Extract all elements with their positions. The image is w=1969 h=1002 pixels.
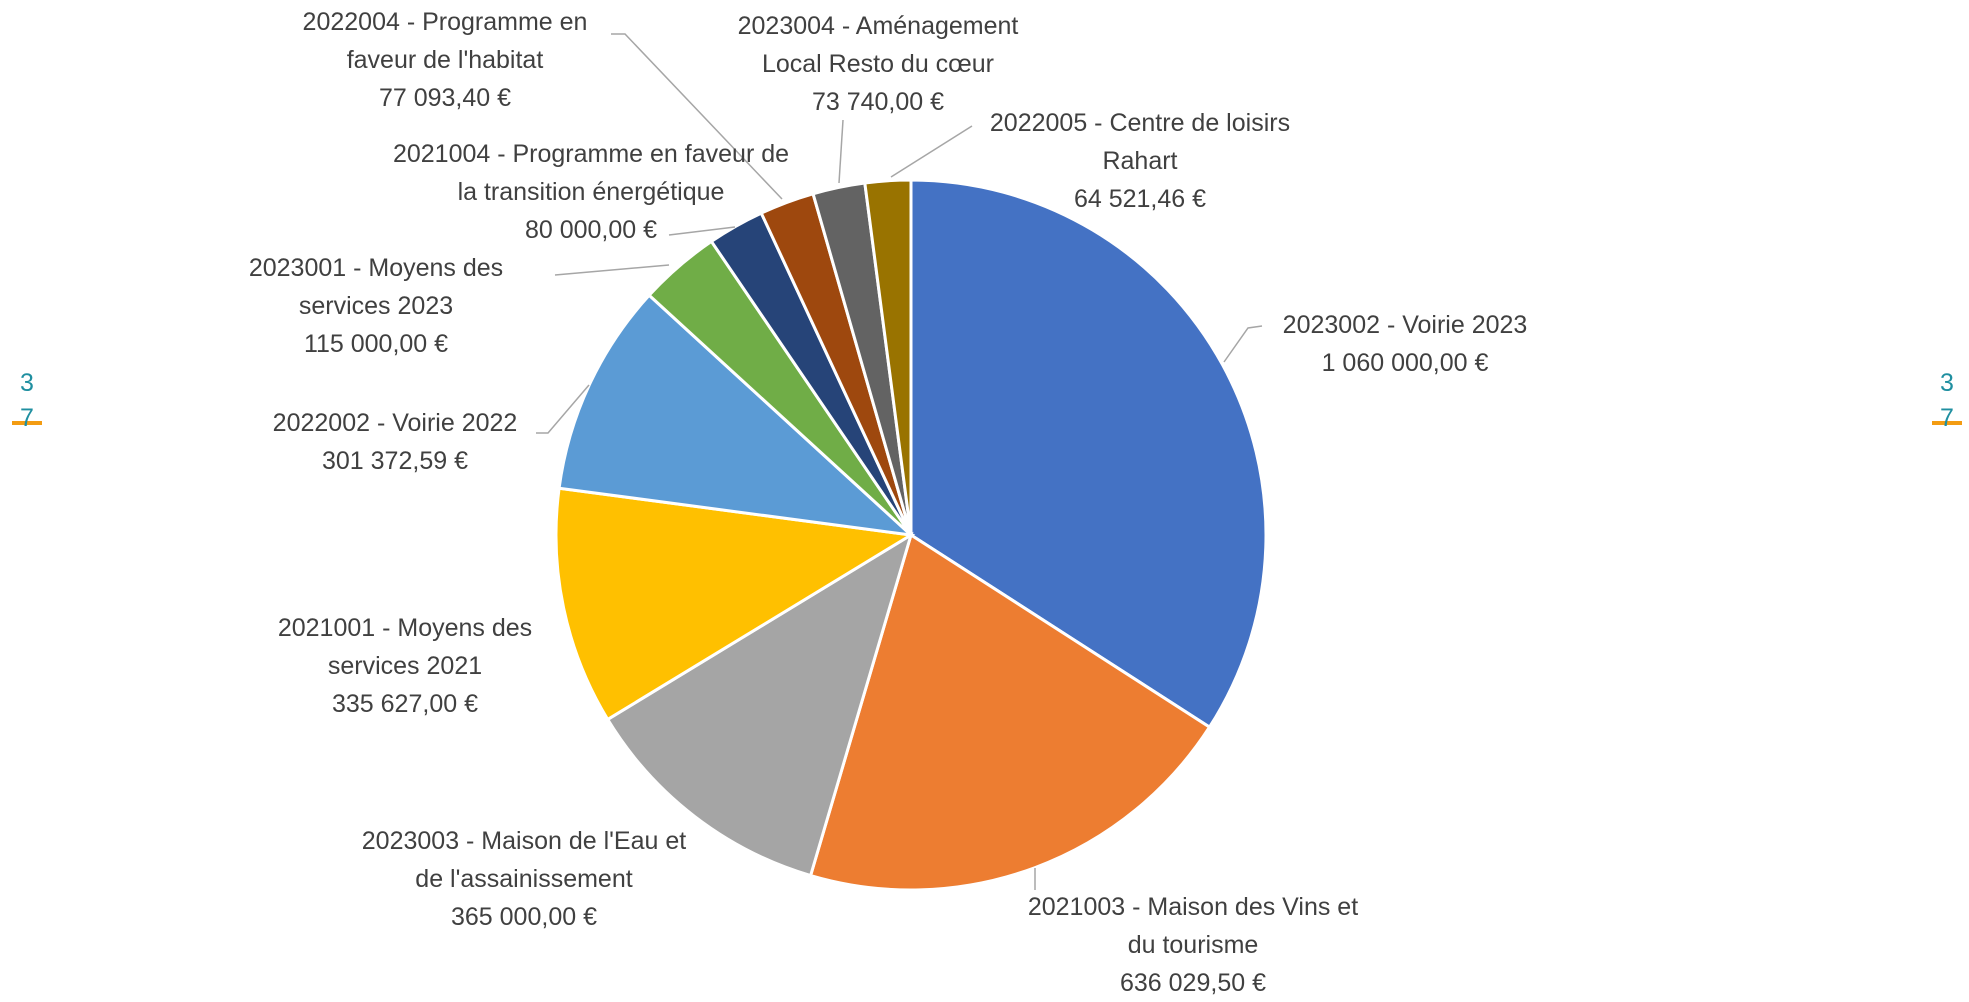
data-label: 2022004 - Programme en faveur de l'habit… [275, 3, 615, 117]
leader-line [554, 264, 670, 276]
pie-slice [808, 532, 1212, 892]
page-marker-bottom: 7 [1940, 404, 1954, 432]
category-label: 2023002 - Voirie 2023 [1282, 311, 1528, 339]
leader-line [611, 33, 783, 200]
category-label: 2021004 - Programme en faveur de la tran… [392, 140, 790, 206]
leader-line [890, 125, 973, 178]
page-marker-dash [1932, 421, 1962, 425]
category-label: 2021001 - Moyens des services 2021 [277, 614, 533, 680]
category-label: 2022002 - Voirie 2022 [272, 409, 518, 437]
category-label: 2022005 - Centre de loisirs Rahart [989, 109, 1291, 175]
page-marker-dash [12, 421, 42, 425]
value-label: 636 029,50 € [1120, 969, 1266, 997]
data-label: 2023003 - Maison de l'Eau et de l'assain… [354, 822, 694, 936]
value-label: 335 627,00 € [332, 690, 478, 718]
data-label: 2022002 - Voirie 2022 301 372,59 € [235, 404, 555, 480]
value-label: 1 060 000,00 € [1321, 349, 1489, 377]
pie-slice [863, 178, 913, 536]
value-label: 115 000,00 € [303, 330, 449, 358]
value-label: 301 372,59 € [322, 447, 468, 475]
category-label: 2022004 - Programme en faveur de l'habit… [302, 8, 588, 74]
value-label: 73 740,00 € [811, 88, 945, 116]
category-label: 2023001 - Moyens des services 2023 [248, 254, 504, 320]
leader-line [536, 384, 590, 434]
data-label: 2022005 - Centre de loisirs Rahart 64 521… [960, 104, 1320, 218]
value-label: 80 000,00 € [524, 216, 658, 244]
page-marker-top: 3 [20, 369, 34, 397]
value-label: 77 093,40 € [378, 84, 512, 112]
value-label: 365 000,00 € [451, 903, 597, 931]
pie-slice [557, 293, 916, 538]
page-marker-bottom: 7 [20, 404, 34, 432]
data-label: 2023002 - Voirie 2023 1 060 000,00 € [1245, 306, 1565, 382]
data-label: 2021004 - Programme en faveur de la tran… [381, 135, 801, 249]
page-marker-top: 3 [1940, 369, 1954, 397]
category-label: 2023003 - Maison de l'Eau et de l'assain… [361, 827, 687, 893]
data-label: 2023001 - Moyens des services 2023 115 00… [216, 249, 536, 363]
category-label: 2021003 - Maison des Vins et du tourisme [1027, 893, 1359, 959]
pie-slice [605, 531, 914, 878]
category-label: 2023004 - Aménagement Local Resto du cœu… [737, 12, 1019, 78]
data-label: 2023004 - Aménagement Local Resto du cœu… [708, 7, 1048, 121]
leader-line [838, 119, 844, 184]
data-label: 2021003 - Maison des Vins et du tourisme… [1013, 888, 1373, 1002]
leader-line [1223, 325, 1263, 363]
value-label: 64 521,46 € [1073, 185, 1207, 213]
leader-line [668, 226, 736, 236]
pie-slice [554, 486, 916, 722]
data-label: 2021001 - Moyens des services 2021 335 62… [245, 609, 565, 723]
